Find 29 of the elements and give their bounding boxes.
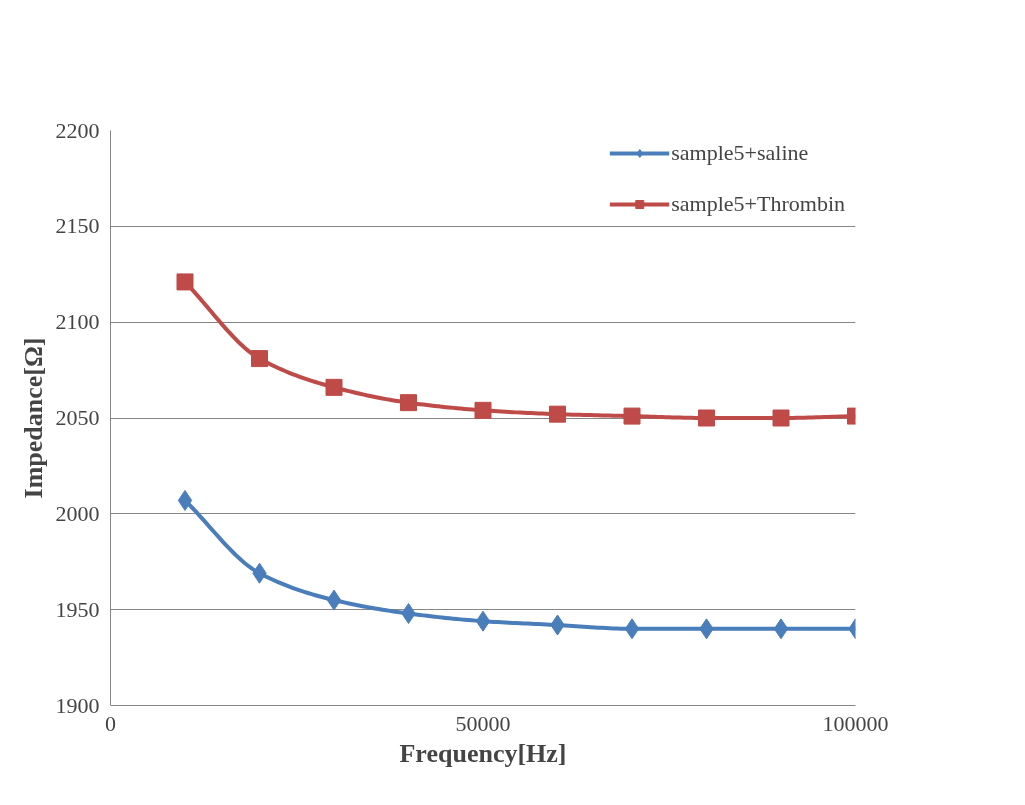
point (698, 409, 715, 427)
y-axis-title: Impedance[Ω] (18, 337, 48, 499)
x-tick-label: 0 (105, 710, 116, 736)
x-tick-label: 50000 (455, 710, 511, 736)
point (772, 409, 790, 427)
point (624, 618, 640, 640)
y-tick-label: 2150 (55, 213, 100, 239)
point (475, 610, 491, 632)
legend-label: sample5+Thrombin (671, 191, 845, 217)
y-tick-label: 2200 (55, 117, 100, 143)
x-axis-title: Frequency[Hz] (399, 738, 567, 768)
point (549, 405, 566, 423)
point (401, 603, 416, 624)
point (326, 589, 342, 611)
legend-label: sample5+saline (671, 140, 809, 166)
point (325, 378, 343, 396)
point (251, 350, 268, 368)
y-tick-label: 1950 (55, 596, 100, 622)
y-tick-label: 2000 (55, 500, 100, 526)
x-tick-label: 100000 (822, 710, 889, 736)
point (177, 489, 193, 511)
point (400, 394, 417, 412)
point (176, 273, 194, 291)
point (623, 407, 641, 425)
y-tick-label: 1900 (55, 692, 100, 718)
point (474, 401, 492, 419)
y-tick-label: 2050 (55, 405, 100, 430)
point (773, 618, 789, 640)
y-tick-label: 2100 (55, 309, 100, 335)
